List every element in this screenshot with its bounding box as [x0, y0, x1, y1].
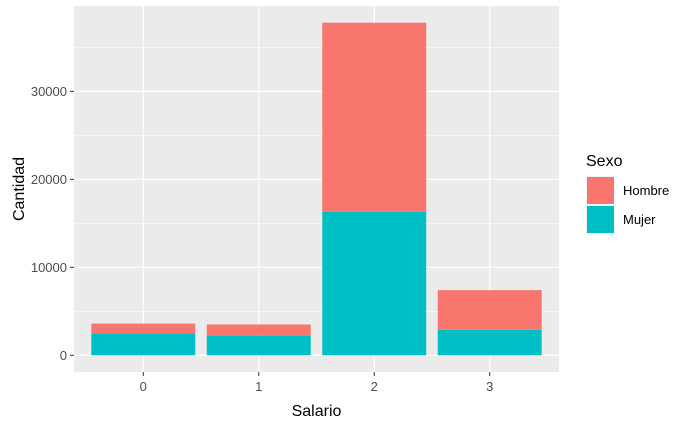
x-tick-label: 0	[140, 379, 147, 394]
x-tick-label: 1	[255, 379, 262, 394]
legend-swatch-mujer	[587, 206, 614, 233]
x-axis: 0 1 2 3	[140, 372, 493, 394]
bars	[91, 22, 542, 356]
legend-label-mujer: Mujer	[623, 212, 656, 227]
y-axis: 0 10000 20000 30000	[31, 84, 74, 363]
y-axis-title: Cantidad	[11, 157, 28, 221]
y-tick-label: 0	[60, 348, 67, 363]
bar-hombre-3	[437, 290, 542, 330]
legend-items: Hombre Mujer	[586, 176, 669, 234]
y-tick-label: 30000	[31, 84, 67, 99]
y-tick-label: 20000	[31, 172, 67, 187]
bar-mujer-1	[206, 335, 311, 356]
bar-hombre-1	[206, 324, 311, 336]
bar-hombre-0	[91, 323, 196, 334]
legend-title: Sexo	[586, 153, 623, 170]
bar-hombre-2	[322, 22, 427, 212]
legend: Sexo Hombre Mujer	[586, 153, 669, 234]
x-tick-label: 3	[486, 379, 493, 394]
y-tick-label: 10000	[31, 260, 67, 275]
bar-mujer-0	[91, 333, 196, 356]
x-tick-label: 2	[371, 379, 378, 394]
x-axis-title: Salario	[292, 403, 342, 420]
bar-mujer-2	[322, 211, 427, 356]
legend-label-hombre: Hombre	[623, 183, 669, 198]
legend-swatch-hombre	[587, 177, 614, 204]
bar-mujer-3	[437, 329, 542, 356]
